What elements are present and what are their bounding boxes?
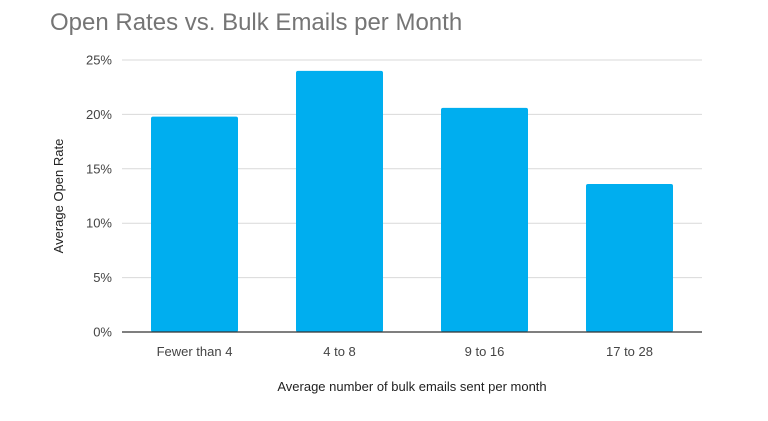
y-tick-labels: 0% 5% 10% 15% 20% 25% xyxy=(86,53,112,340)
y-tick-label: 15% xyxy=(86,161,112,176)
y-tick-label: 5% xyxy=(93,270,112,285)
bars xyxy=(151,70,673,333)
chart-title: Open Rates vs. Bulk Emails per Month xyxy=(50,9,462,36)
y-tick-label: 10% xyxy=(86,216,112,231)
x-tick-label: 9 to 16 xyxy=(465,344,505,359)
y-tick-label: 0% xyxy=(93,325,112,340)
bar xyxy=(296,70,383,332)
y-tick-label: 20% xyxy=(86,107,112,122)
y-tick-label: 25% xyxy=(86,53,112,68)
bar xyxy=(151,116,238,333)
x-tick-label: 4 to 8 xyxy=(323,344,356,359)
x-tick-label: Fewer than 4 xyxy=(157,344,233,359)
bar xyxy=(586,184,673,332)
x-tick-labels: Fewer than 4 4 to 8 9 to 16 17 to 28 xyxy=(157,344,653,359)
bar xyxy=(441,107,528,332)
x-axis-title: Average number of bulk emails sent per m… xyxy=(277,379,546,394)
y-axis-title: Average Open Rate xyxy=(51,139,66,254)
x-tick-label: 17 to 28 xyxy=(606,344,653,359)
